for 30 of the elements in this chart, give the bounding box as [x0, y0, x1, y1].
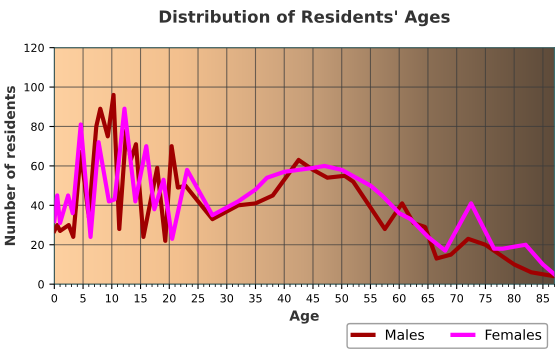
y-axis-title: Number of residents [4, 86, 16, 246]
x-tick-label: 5 [80, 294, 86, 302]
x-tick-label: 45 [306, 294, 320, 302]
y-tick-label: 100 [24, 83, 44, 92]
y-tick-label: 0 [38, 280, 44, 289]
chart-title: Distribution of Residents' Ages [160, 10, 450, 26]
x-tick-label: 50 [336, 294, 348, 302]
y-tick-label: 40 [31, 201, 44, 210]
x-tick-label: 60 [392, 294, 406, 302]
x-tick-label: 20 [163, 294, 176, 302]
x-tick-label: 55 [364, 294, 377, 302]
x-tick-label: 30 [220, 294, 234, 302]
x-tick-label: 15 [134, 294, 147, 302]
y-tick-label: 60 [31, 162, 44, 170]
x-tick-label: 25 [192, 294, 204, 302]
y-tick-label: 80 [31, 122, 44, 131]
legend-label: Males [386, 329, 424, 340]
x-tick-label: 70 [450, 294, 464, 302]
x-tick-label: 85 [536, 294, 550, 302]
y-tick-label: 20 [31, 240, 44, 250]
x-tick-label: 65 [422, 294, 434, 302]
x-tick-label: 40 [278, 294, 291, 302]
y-tick-label: 120 [24, 44, 44, 52]
x-axis-title: Age [289, 310, 319, 324]
x-tick-label: 10 [106, 294, 118, 302]
x-tick-label: 75 [479, 294, 492, 302]
x-tick-label: 35 [249, 294, 262, 302]
x-tick-label: 0 [52, 294, 58, 302]
x-tick-label: 80 [508, 294, 520, 302]
legend-label: Females [486, 329, 542, 340]
